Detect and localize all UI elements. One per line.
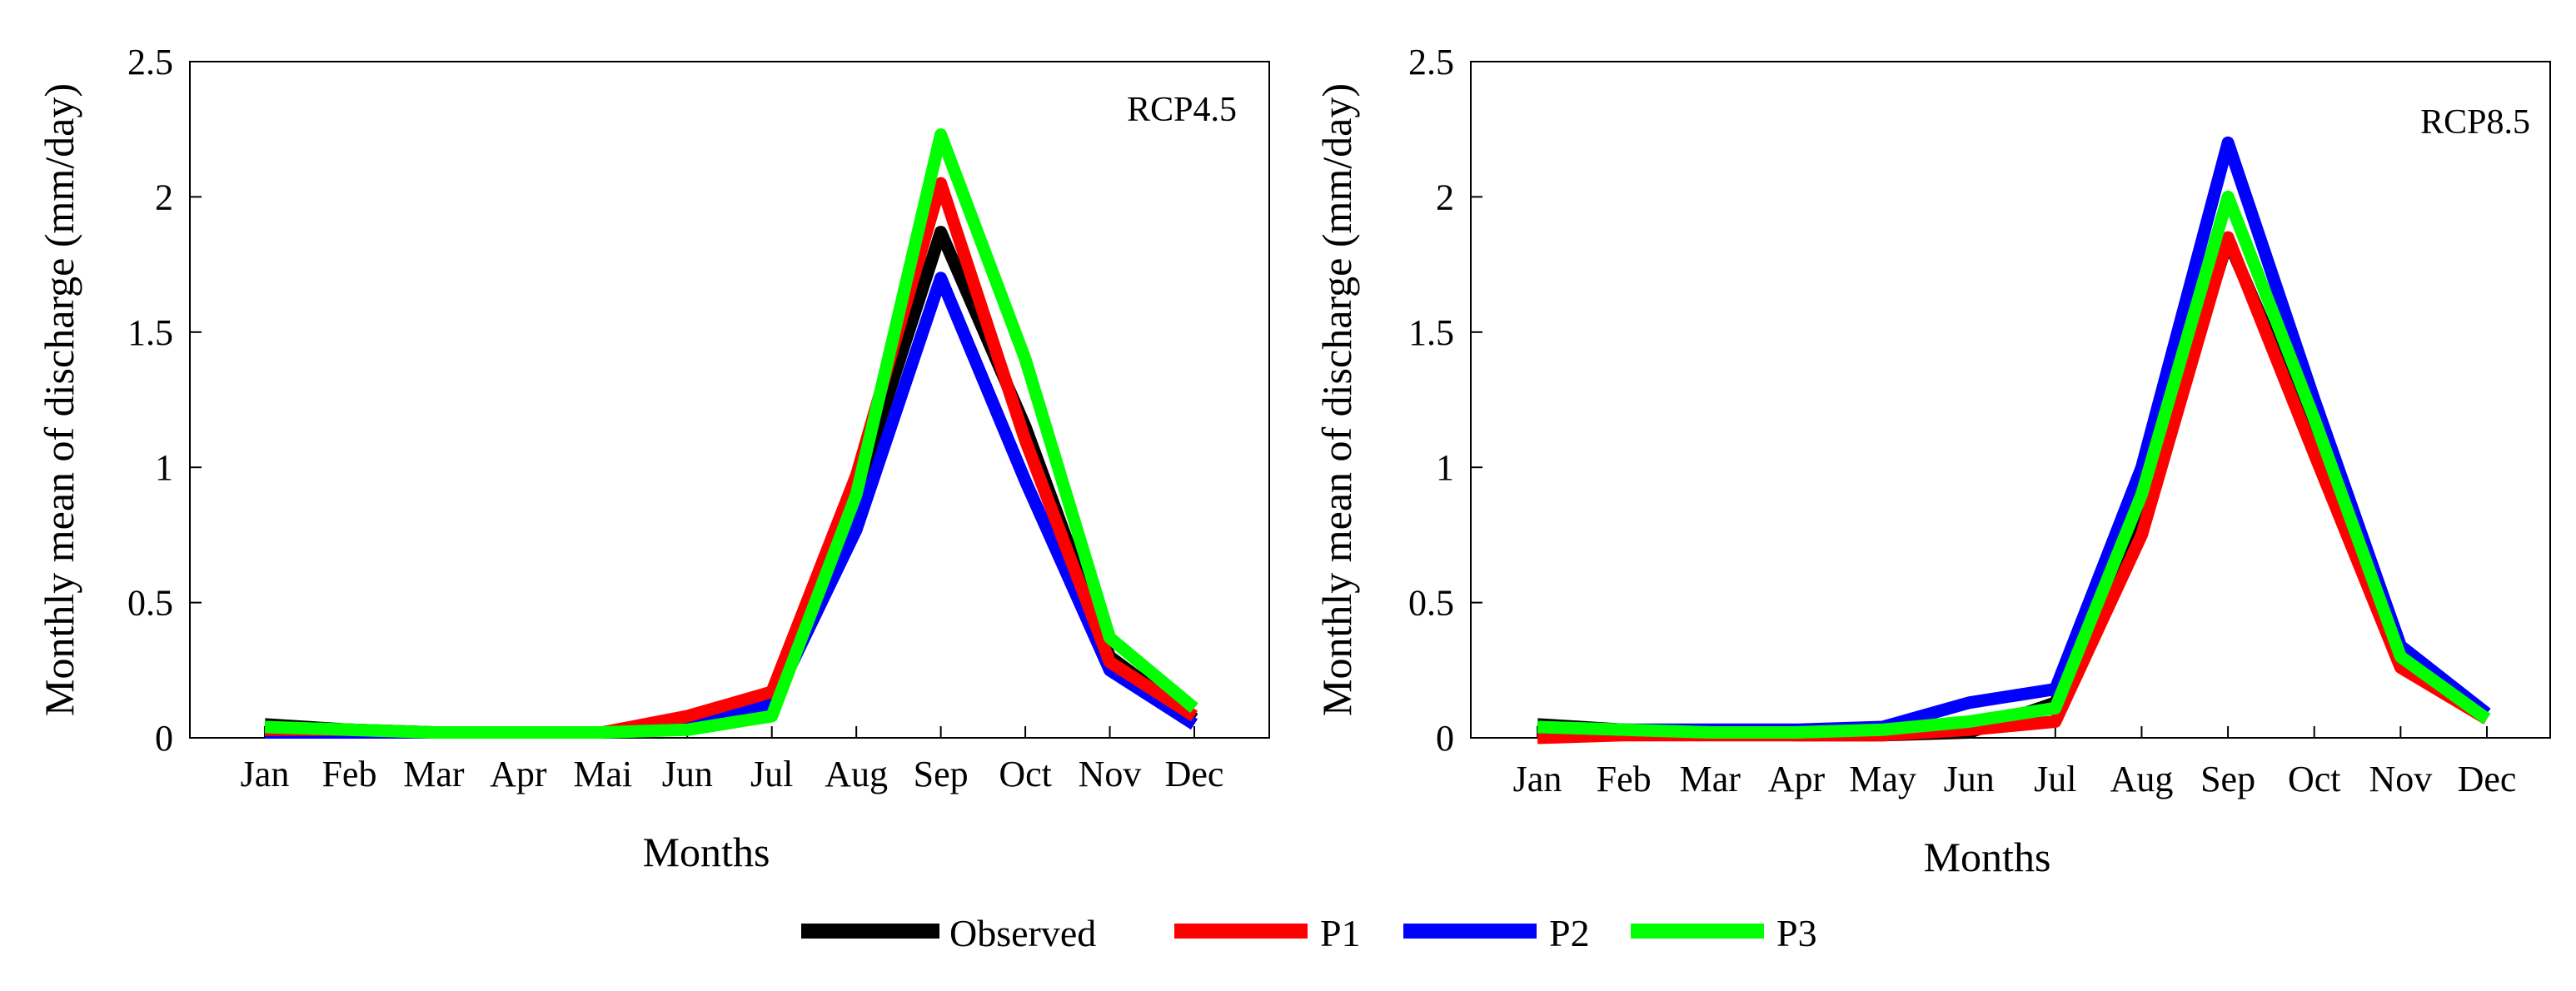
- x-tick-label-nov: Nov: [2369, 759, 2432, 799]
- x-tick-label-oct: Oct: [999, 754, 1052, 794]
- legend-item-p3: P3: [1631, 912, 1817, 954]
- x-tick-label-may: May: [1849, 759, 1916, 799]
- legend: Observed P1 P2 P3: [801, 912, 1817, 954]
- series-line-p3: [264, 128, 1198, 739]
- y-tick-label: 0: [1436, 718, 1454, 759]
- y-axis-ticks: 0 0.5 1 1.5 2 2.5: [1408, 42, 1482, 759]
- y-axis-label: Monthly mean of discharge (mm/day): [36, 83, 82, 716]
- series-line-p2: [1537, 136, 2491, 736]
- series-lines: [1537, 136, 2491, 744]
- panel-annotation: RCP4.5: [1127, 91, 1237, 129]
- series-line-p3: [1537, 190, 2491, 739]
- plot-area-frame: [189, 61, 1270, 739]
- x-axis-ticks: Jan Feb Mar Apr May Jun Jul Aug Sep Oct Nov Dec: [1513, 726, 2517, 799]
- y-tick-label: 2: [1436, 177, 1454, 217]
- legend-label-p3: P3: [1776, 912, 1817, 954]
- x-tick-label-nov: Nov: [1079, 754, 1142, 794]
- y-tick-label: 2.5: [1408, 42, 1454, 82]
- y-tick-label: 0: [155, 718, 173, 759]
- x-tick-label-jan: Jan: [1513, 759, 1562, 799]
- y-axis-label: Monthly mean of discharge (mm/day): [1313, 83, 1360, 716]
- x-tick-label-mai: Mai: [573, 754, 632, 794]
- y-tick-label: 0.5: [127, 583, 173, 624]
- x-tick-label-apr: Apr: [490, 754, 547, 794]
- x-tick-label-aug: Aug: [2110, 759, 2174, 799]
- x-tick-label-mar: Mar: [1680, 759, 1741, 799]
- legend-item-p2: P2: [1403, 912, 1590, 954]
- legend-label-observed: Observed: [949, 912, 1096, 954]
- x-tick-label-dec: Dec: [2458, 759, 2517, 799]
- y-tick-label: 1.5: [1408, 312, 1454, 353]
- x-axis-ticks: Jan Feb Mar Apr Mai Jun Jul Aug Sep Oct Nov Dec: [241, 726, 1224, 794]
- series-lines: [264, 128, 1198, 739]
- x-tick-label-dec: Dec: [1165, 754, 1224, 794]
- x-tick-label-sep: Sep: [2200, 759, 2255, 799]
- plot-area-frame: [1470, 61, 2551, 739]
- legend-item-p1: P1: [1174, 912, 1361, 954]
- panel-annotation: RCP8.5: [2420, 103, 2530, 142]
- x-tick-label-jun: Jun: [662, 754, 713, 794]
- legend-label-p2: P2: [1549, 912, 1590, 954]
- x-tick-label-jun: Jun: [1944, 759, 1995, 799]
- chart-rcp85: 0 0.5 1 1.5 2 2.5 Jan Feb Mar Apr May Jun Jul Aug Sep…: [1313, 42, 2551, 880]
- y-tick-label: 0.5: [1408, 583, 1454, 624]
- x-tick-label-oct: Oct: [2288, 759, 2341, 799]
- x-tick-label-sep: Sep: [914, 754, 969, 794]
- x-tick-label-apr: Apr: [1768, 759, 1826, 799]
- x-axis-label: Months: [643, 829, 770, 875]
- series-line-observed: [264, 226, 1198, 739]
- y-tick-label: 1: [155, 447, 173, 488]
- legend-label-p1: P1: [1320, 912, 1361, 954]
- x-tick-label-jul: Jul: [2034, 759, 2076, 799]
- y-axis-ticks: 0 0.5 1 1.5 2 2.5: [127, 42, 202, 759]
- y-tick-label: 1: [1436, 447, 1454, 488]
- y-tick-label: 1.5: [127, 312, 173, 353]
- x-tick-label-feb: Feb: [321, 754, 376, 794]
- legend-item-observed: Observed: [801, 912, 1096, 954]
- y-tick-label: 2: [155, 177, 173, 217]
- x-axis-label: Months: [1924, 834, 2051, 880]
- chart-rcp45: 0 0.5 1 1.5 2 2.5 Jan Feb Mar Apr Mai Jun Jul Aug Sep…: [36, 42, 1270, 875]
- y-tick-label: 2.5: [127, 42, 173, 82]
- x-tick-label-mar: Mar: [403, 754, 465, 794]
- x-tick-label-feb: Feb: [1597, 759, 1652, 799]
- x-tick-label-aug: Aug: [825, 754, 888, 794]
- x-tick-label-jul: Jul: [750, 754, 793, 794]
- x-tick-label-jan: Jan: [241, 754, 290, 794]
